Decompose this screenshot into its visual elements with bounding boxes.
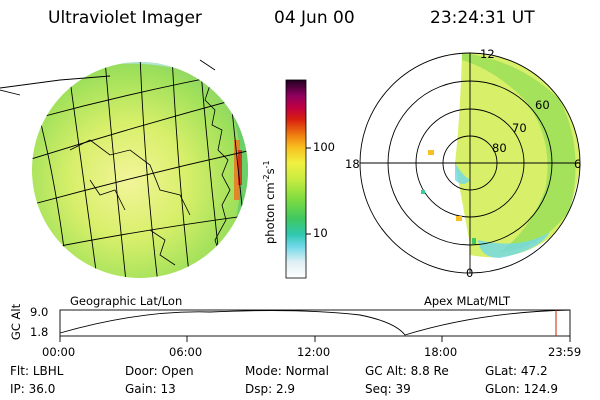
status-glat: GLat: 47.2 — [485, 364, 548, 378]
status-mode: Mode: Normal — [245, 364, 329, 378]
alt-x-tick-2359: 23:59 — [548, 345, 582, 359]
app-title: Ultraviolet Imager — [48, 8, 202, 28]
status-seq: Seq: 39 — [365, 382, 411, 396]
earth-image — [0, 59, 248, 278]
alt-x-tick-0000: 00:00 — [42, 345, 76, 359]
polar-plot — [359, 52, 581, 274]
image-time: 23:24:31 UT — [430, 8, 535, 28]
status-ip: IP: 36.0 — [10, 382, 56, 396]
colorbar-unit: photon cm-2s-1 — [262, 160, 277, 244]
status-dsp: Dsp: 2.9 — [245, 382, 296, 396]
mlt-label-0: 0 — [466, 266, 474, 280]
color-bar — [285, 79, 311, 279]
mlt-label-12: 12 — [480, 47, 495, 61]
lat-label-60: 60 — [535, 98, 550, 112]
lat-label-70: 70 — [512, 121, 527, 135]
right-panel-label: Apex MLat/MLT — [424, 294, 511, 308]
status-door: Door: Open — [125, 364, 194, 378]
alt-axis-label: GC Alt — [9, 303, 23, 341]
colorbar-tick-10: 10 — [313, 226, 328, 240]
left-panel-label: Geographic Lat/Lon — [70, 294, 183, 308]
alt-y-tick-high: 9.0 — [30, 305, 49, 319]
status-flt: Flt: LBHL — [10, 364, 64, 378]
alt-x-tick-0600: 06:00 — [169, 345, 203, 359]
altitude-plot — [59, 309, 571, 342]
lat-label-80: 80 — [492, 141, 507, 155]
mlt-label-18: 18 — [345, 157, 360, 171]
status-gain: Gain: 13 — [125, 382, 176, 396]
alt-y-tick-low: 1.8 — [30, 325, 49, 339]
alt-x-tick-1800: 18:00 — [424, 345, 458, 359]
colorbar-tick-100: 100 — [313, 140, 335, 154]
mlt-label-6: 6 — [574, 157, 582, 171]
status-gc-alt: GC Alt: 8.8 Re — [365, 364, 449, 378]
status-glon: GLon: 124.9 — [485, 382, 558, 396]
alt-x-tick-1200: 12:00 — [297, 345, 331, 359]
image-date: 04 Jun 00 — [274, 8, 355, 28]
